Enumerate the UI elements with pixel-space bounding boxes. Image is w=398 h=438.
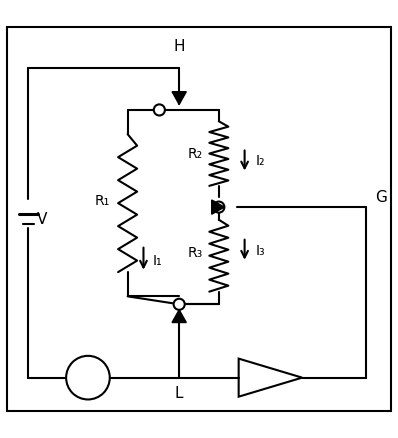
Polygon shape — [212, 200, 224, 214]
Text: H: H — [174, 39, 185, 54]
Text: R₂: R₂ — [187, 147, 203, 161]
Text: V: V — [37, 212, 47, 226]
Circle shape — [66, 356, 110, 399]
Text: I₂: I₂ — [256, 155, 265, 169]
Text: I₁: I₁ — [152, 254, 162, 268]
Text: L: L — [175, 386, 183, 401]
Text: A: A — [83, 370, 93, 385]
Circle shape — [174, 299, 185, 310]
Text: G: G — [375, 190, 387, 205]
Text: R₃: R₃ — [187, 246, 203, 260]
Circle shape — [213, 201, 224, 213]
Polygon shape — [172, 310, 186, 322]
Polygon shape — [172, 92, 186, 104]
Circle shape — [154, 104, 165, 116]
Text: I₃: I₃ — [256, 244, 265, 258]
Text: R₁: R₁ — [94, 194, 109, 208]
